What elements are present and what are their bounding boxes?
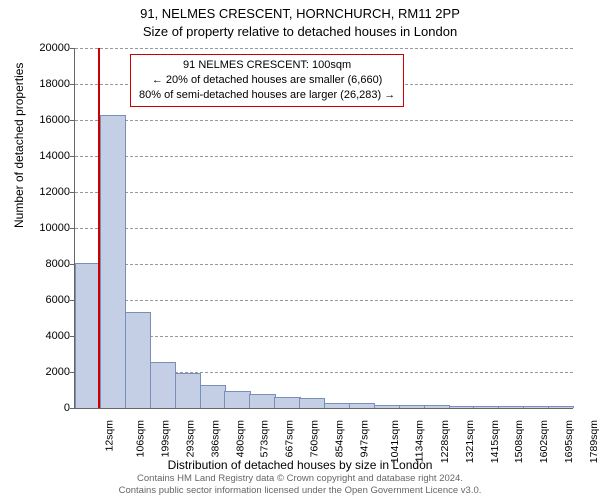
x-tick-label: 854sqm [333, 420, 345, 457]
grid-line [75, 228, 573, 229]
y-tick-label: 18000 [26, 78, 70, 90]
x-tick-label: 1415sqm [489, 420, 501, 463]
x-tick-label: 1508sqm [514, 420, 526, 463]
y-tick-label: 8000 [26, 258, 70, 270]
histogram-bar [449, 406, 475, 408]
chart-title-sub: Size of property relative to detached ho… [0, 24, 600, 39]
x-tick-label: 1321sqm [464, 420, 476, 463]
y-tick-label: 4000 [26, 330, 70, 342]
grid-line [75, 156, 573, 157]
y-tick-label: 6000 [26, 294, 70, 306]
grid-line [75, 120, 573, 121]
histogram-bar [324, 403, 350, 408]
chart-title-main: 91, NELMES CRESCENT, HORNCHURCH, RM11 2P… [0, 6, 600, 21]
reference-line [98, 48, 100, 408]
annotation-line-2: ← 20% of detached houses are smaller (6,… [139, 73, 395, 88]
x-tick-label: 947sqm [358, 420, 370, 457]
x-tick-label: 480sqm [234, 420, 246, 457]
x-tick-label: 12sqm [104, 420, 116, 452]
footer-line-2: Contains public sector information licen… [0, 485, 600, 497]
x-tick-label: 199sqm [159, 420, 171, 457]
x-tick-label: 573sqm [259, 420, 271, 457]
x-tick-label: 386sqm [209, 420, 221, 457]
grid-line [75, 300, 573, 301]
x-tick-label: 667sqm [284, 420, 296, 457]
histogram-bar [175, 373, 201, 408]
x-tick-label: 1789sqm [588, 420, 600, 463]
x-tick-label: 106sqm [134, 420, 146, 457]
annotation-line-1: 91 NELMES CRESCENT: 100sqm [139, 58, 395, 73]
annotation-box: 91 NELMES CRESCENT: 100sqm ← 20% of deta… [130, 54, 404, 107]
histogram-bar [399, 405, 425, 408]
footer: Contains HM Land Registry data © Crown c… [0, 473, 600, 497]
x-tick-label: 1228sqm [439, 420, 451, 463]
histogram-bar [473, 406, 499, 408]
histogram-bar [349, 403, 375, 408]
x-tick-label: 1602sqm [539, 420, 551, 463]
histogram-bar [249, 394, 275, 408]
y-tick-label: 12000 [26, 186, 70, 198]
histogram-bar [498, 406, 524, 408]
histogram-bar [274, 397, 300, 408]
y-axis-label: Number of detached properties [12, 63, 26, 228]
x-tick-label: 1041sqm [389, 420, 401, 463]
y-tick-label: 0 [26, 402, 70, 414]
y-tick-label: 14000 [26, 150, 70, 162]
y-tick-label: 10000 [26, 222, 70, 234]
y-tick-label: 2000 [26, 366, 70, 378]
annotation-line-3: 80% of semi-detached houses are larger (… [139, 88, 395, 103]
histogram-bar [150, 362, 176, 408]
y-tick-label: 16000 [26, 114, 70, 126]
x-tick-label: 1134sqm [413, 420, 425, 462]
histogram-bar [548, 406, 574, 408]
footer-line-1: Contains HM Land Registry data © Crown c… [0, 473, 600, 485]
grid-line [75, 192, 573, 193]
histogram-bar [299, 398, 325, 408]
histogram-bar [200, 385, 226, 408]
histogram-bar [125, 312, 151, 408]
grid-line [75, 48, 573, 49]
chart-container: 91, NELMES CRESCENT, HORNCHURCH, RM11 2P… [0, 0, 600, 500]
grid-line [75, 264, 573, 265]
x-axis-label: Distribution of detached houses by size … [0, 458, 600, 472]
histogram-bar [424, 405, 450, 408]
histogram-bar [374, 405, 400, 408]
y-tick-label: 20000 [26, 42, 70, 54]
x-tick-label: 1695sqm [563, 420, 575, 463]
histogram-bar [523, 406, 549, 408]
x-tick-label: 760sqm [309, 420, 321, 457]
x-tick-label: 293sqm [184, 420, 196, 457]
histogram-bar [224, 391, 250, 408]
histogram-bar [100, 115, 126, 408]
